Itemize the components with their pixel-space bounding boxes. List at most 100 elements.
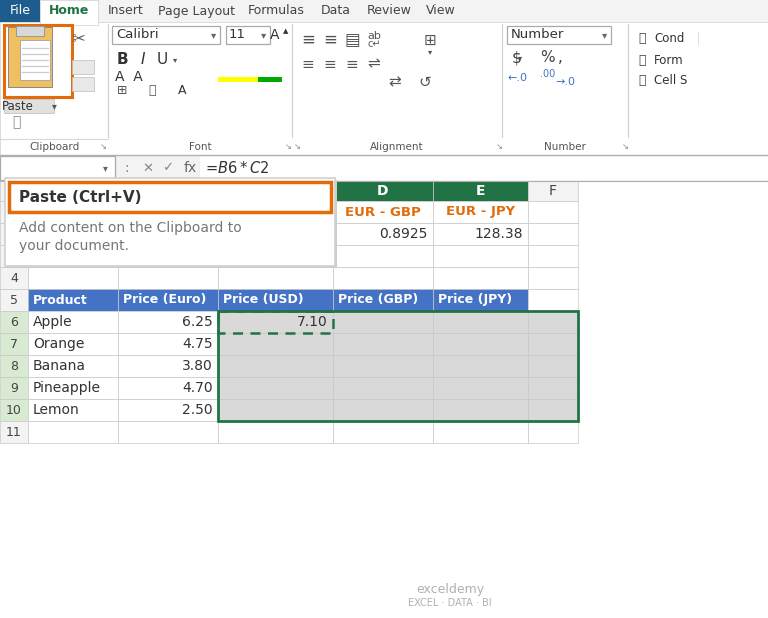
Bar	[218, 289, 333, 311]
Bar	[0, 267, 28, 289]
Text: 2.50: 2.50	[182, 403, 213, 417]
Text: Insert: Insert	[108, 4, 144, 17]
Bar	[218, 245, 333, 267]
Text: ↘: ↘	[495, 143, 502, 151]
Bar	[28, 223, 118, 245]
Text: EXCEL · DATA · BI: EXCEL · DATA · BI	[408, 598, 492, 608]
Text: ▾: ▾	[51, 101, 56, 111]
Bar	[433, 267, 528, 289]
Bar	[118, 289, 218, 311]
Bar	[20, 40, 50, 80]
Bar	[72, 77, 94, 91]
Bar	[528, 399, 578, 421]
Bar	[4, 25, 72, 97]
Text: ✂: ✂	[71, 29, 85, 47]
Text: Price (Euro): Price (Euro)	[123, 294, 207, 307]
Bar	[118, 377, 218, 399]
Text: ⇌: ⇌	[368, 56, 380, 72]
Bar	[433, 355, 528, 377]
Text: 11: 11	[6, 426, 22, 439]
Bar	[9, 182, 331, 212]
Bar	[8, 27, 52, 87]
Text: ▾: ▾	[602, 30, 607, 40]
Bar	[28, 333, 118, 355]
Text: Clipboard: Clipboard	[29, 142, 79, 152]
Bar	[118, 201, 333, 223]
Text: 7: 7	[10, 337, 18, 350]
Text: ▾: ▾	[211, 30, 217, 40]
Bar	[28, 267, 118, 289]
Text: Calibri: Calibri	[116, 28, 159, 41]
Bar	[528, 333, 578, 355]
Bar	[258, 77, 282, 82]
Text: Orange: Orange	[33, 337, 84, 351]
Text: E: E	[475, 184, 485, 198]
Bar	[118, 267, 218, 289]
Text: Alignment: Alignment	[370, 142, 424, 152]
Text: Formulas: Formulas	[247, 4, 304, 17]
Text: ↘: ↘	[284, 143, 292, 151]
Text: exceldemy: exceldemy	[416, 583, 484, 596]
Bar	[28, 311, 118, 333]
Text: 1.136: 1.136	[288, 227, 328, 241]
Text: Banana: Banana	[33, 359, 86, 373]
Text: ≡: ≡	[302, 56, 314, 72]
Bar	[218, 77, 258, 82]
Bar	[118, 399, 218, 421]
Bar	[528, 377, 578, 399]
Text: 9: 9	[10, 381, 18, 394]
Text: ⊞: ⊞	[117, 83, 127, 96]
Bar	[0, 289, 28, 311]
Text: ▤: ▤	[344, 31, 360, 49]
Bar	[333, 333, 433, 355]
Text: ↘: ↘	[100, 143, 107, 151]
Text: 2: 2	[10, 227, 18, 240]
Bar	[528, 355, 578, 377]
Text: Exchange rate: Exchange rate	[170, 205, 281, 219]
Text: :: :	[124, 161, 129, 175]
Bar	[0, 22, 768, 155]
Text: 1: 1	[10, 206, 18, 219]
Bar	[0, 201, 28, 223]
Bar	[433, 223, 528, 245]
Text: I: I	[141, 53, 145, 67]
Bar	[333, 223, 433, 245]
Text: U: U	[157, 53, 167, 67]
Bar	[118, 355, 218, 377]
Bar	[433, 377, 528, 399]
Bar	[433, 399, 528, 421]
Bar	[507, 26, 611, 44]
Text: ≡: ≡	[346, 56, 359, 72]
Bar	[4, 99, 54, 113]
Bar	[118, 201, 218, 223]
Text: 🖌: 🖌	[12, 115, 21, 129]
Text: A: A	[68, 184, 78, 198]
Bar	[333, 245, 433, 267]
Bar	[0, 181, 28, 201]
Text: ▾: ▾	[518, 54, 522, 62]
Bar	[118, 421, 218, 443]
Bar	[528, 421, 578, 443]
Text: Price (GBP): Price (GBP)	[338, 294, 419, 307]
Bar	[528, 223, 578, 245]
Bar	[0, 355, 28, 377]
Bar	[28, 201, 118, 223]
Text: EUR - GBP: EUR - GBP	[345, 206, 421, 219]
Text: ▾: ▾	[261, 30, 266, 40]
Bar	[0, 399, 28, 421]
Bar	[433, 333, 528, 355]
Bar	[528, 201, 578, 223]
Bar	[28, 181, 118, 201]
Bar	[218, 201, 333, 223]
Bar	[118, 333, 218, 355]
Bar	[333, 399, 433, 421]
Text: 4.75: 4.75	[182, 337, 213, 351]
Bar	[0, 0, 40, 22]
Bar	[528, 181, 578, 201]
Text: ▾: ▾	[428, 48, 432, 56]
Bar	[333, 421, 433, 443]
Bar	[333, 311, 433, 333]
Bar	[28, 421, 118, 443]
Text: .00: .00	[540, 69, 555, 79]
Text: 8: 8	[10, 360, 18, 373]
